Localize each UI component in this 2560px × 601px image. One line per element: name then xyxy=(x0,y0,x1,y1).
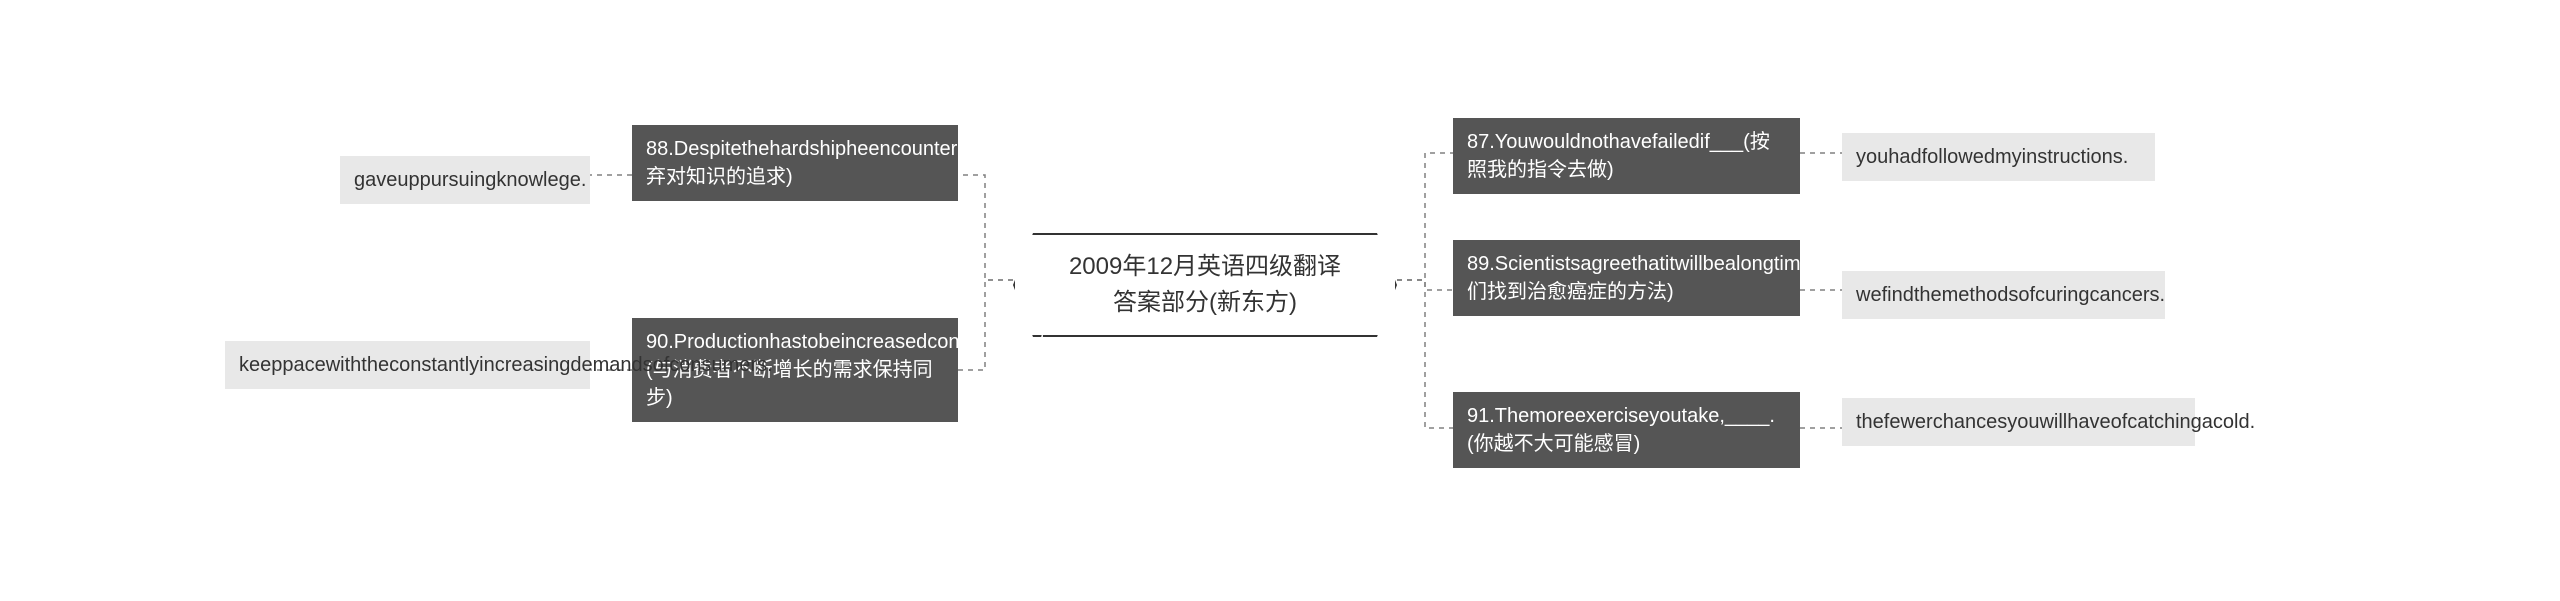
question-87: 87.Youwouldnothavefailedif___(按照我的指令去做) xyxy=(1453,118,1800,194)
answer-87-text: youhadfollowedmyinstructions. xyxy=(1856,146,2128,168)
answer-91-text: thefewerchancesyouwillhaveofcatchingacol… xyxy=(1856,411,2255,433)
answer-88-text: gaveuppursuingknowlege. xyxy=(354,169,586,191)
answer-91: thefewerchancesyouwillhaveofcatchingacol… xyxy=(1842,398,2195,446)
question-87-text: 87.Youwouldnothavefailedif___(按照我的指令去做) xyxy=(1467,131,1770,181)
answer-89: wefindthemethodsofcuringcancers. xyxy=(1842,271,2165,319)
root-line2: 答案部分(新东方) xyxy=(1049,285,1361,321)
answer-87: youhadfollowedmyinstructions. xyxy=(1842,133,2155,181)
answer-89-text: wefindthemethodsofcuringcancers. xyxy=(1856,284,2165,306)
answer-90-text: keeppacewiththeconstantlyincreasingdeman… xyxy=(239,354,773,376)
root-line1: 2009年12月英语四级翻译 xyxy=(1049,249,1361,285)
answer-88: gaveuppursuingknowlege. xyxy=(340,156,590,204)
root-node: 2009年12月英语四级翻译 答案部分(新东方) xyxy=(1013,233,1397,337)
question-88-text: 88.Despitethehardshipheencountered,Markn… xyxy=(646,138,1140,188)
question-88: 88.Despitethehardshipheencountered,Markn… xyxy=(632,125,958,201)
question-89: 89.Scientistsagreethatitwillbealongtimeb… xyxy=(1453,240,1800,316)
question-91: 91.Themoreexerciseyoutake,____.(你越不大可能感冒… xyxy=(1453,392,1800,468)
answer-90: keeppacewiththeconstantlyincreasingdeman… xyxy=(225,341,590,389)
question-91-text: 91.Themoreexerciseyoutake,____.(你越不大可能感冒… xyxy=(1467,405,1775,455)
